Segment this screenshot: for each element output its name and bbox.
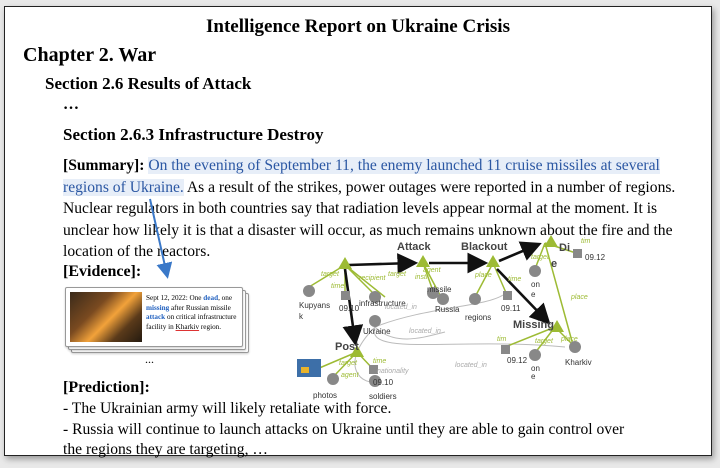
- svg-text:missile: missile: [427, 285, 452, 294]
- svg-text:tim: tim: [497, 336, 507, 343]
- relation-edge-located-in-2: [373, 326, 566, 348]
- evidence-card-text: Sept 12, 2022: One dead, one missing aft…: [146, 294, 237, 331]
- svg-text:target: target: [535, 338, 554, 345]
- prediction-line-2: - Russia will continue to launch attacks…: [63, 421, 625, 438]
- svg-text:09.10: 09.10: [373, 378, 394, 387]
- svg-text:09.12: 09.12: [585, 253, 606, 262]
- svg-text:e: e: [551, 258, 557, 270]
- event-nodes: [338, 235, 564, 357]
- report-page: Intelligence Report on Ukraine Crisis Ch…: [4, 6, 712, 458]
- argument-nodes: [303, 249, 582, 387]
- svg-text:located_in: located_in: [455, 362, 487, 369]
- die-event-node: [544, 235, 558, 247]
- summary-label: [Summary]:: [63, 157, 145, 174]
- fire-photo: [70, 292, 142, 342]
- evidence-label: [Evidence]:: [63, 263, 142, 280]
- svg-text:Missing: Missing: [513, 319, 554, 331]
- event-graph: Attack Blackout Di e Missing Post target…: [149, 198, 606, 401]
- role-labels: target time recipient target instr agent…: [321, 238, 591, 379]
- svg-text:09.12: 09.12: [507, 356, 528, 365]
- svg-text:time: time: [508, 276, 521, 283]
- blackout-event-node: [486, 255, 500, 267]
- svg-text:place: place: [474, 272, 492, 279]
- svg-text:09.10: 09.10: [339, 304, 360, 313]
- svg-text:Ukraine: Ukraine: [363, 327, 391, 336]
- svg-text:soldiers: soldiers: [369, 392, 397, 401]
- svg-text:infrastructure: infrastructure: [359, 299, 406, 308]
- svg-text:nationality: nationality: [377, 368, 409, 375]
- svg-text:target: target: [339, 360, 358, 367]
- svg-text:Kharkiv: Kharkiv: [565, 358, 592, 367]
- svg-text:on: on: [531, 364, 540, 373]
- section-heading: Section 2.6 Results of Attack: [45, 74, 252, 93]
- evidence-arrow: [149, 198, 173, 279]
- svg-text:Russia: Russia: [435, 305, 460, 314]
- post-event-node: [350, 345, 364, 357]
- chapter-heading: Chapter 2. War: [23, 44, 157, 66]
- prediction-label: [Prediction]:: [63, 379, 150, 396]
- svg-text:Blackout: Blackout: [461, 241, 508, 253]
- argument-labels: Kupyans k 09.10 infrastructure missile R…: [299, 253, 606, 401]
- svg-text:Attack: Attack: [397, 241, 432, 253]
- svg-text:target: target: [388, 271, 407, 278]
- summary-paragraph: [Summary]: On the evening of September 1…: [63, 155, 703, 263]
- ellipsis: …: [63, 96, 79, 113]
- evidence-card: Sept 12, 2022: One dead, one missing aft…: [65, 287, 243, 347]
- svg-text:time: time: [331, 283, 344, 290]
- more-evidence: ...: [145, 352, 154, 366]
- prediction-line-1: - The Ukrainian army will likely retalia…: [63, 400, 392, 417]
- svg-text:k: k: [299, 312, 304, 321]
- svg-text:located_in: located_in: [385, 304, 417, 311]
- svg-text:located_in: located_in: [409, 328, 441, 335]
- svg-text:agent: agent: [423, 267, 442, 274]
- svg-text:Post: Post: [335, 341, 359, 353]
- svg-text:09.11: 09.11: [501, 304, 521, 313]
- svg-text:recipient: recipient: [359, 275, 387, 282]
- relation-edge-located-in-1: [374, 294, 504, 328]
- svg-text:instr: instr: [415, 274, 429, 281]
- svg-text:time: time: [373, 358, 386, 365]
- report-title: Intelligence Report on Ukraine Crisis: [206, 16, 510, 37]
- missing-event-node: [550, 320, 564, 332]
- subsection-heading: Section 2.6.3 Infrastructure Destroy: [63, 125, 324, 144]
- svg-text:place: place: [570, 294, 588, 301]
- svg-text:place: place: [560, 336, 578, 343]
- svg-text:e: e: [531, 372, 536, 381]
- svg-text:target: target: [531, 254, 550, 261]
- attack-event-node: [338, 257, 352, 269]
- svg-text:Kupyans: Kupyans: [299, 301, 330, 310]
- temporal-arrows: [342, 241, 551, 347]
- svg-text:e: e: [531, 290, 536, 299]
- attack-event-node-2: [416, 255, 430, 267]
- svg-text:on: on: [531, 280, 540, 289]
- event-labels: Attack Blackout Di e Missing Post: [335, 241, 570, 353]
- svg-text:target: target: [321, 271, 340, 278]
- svg-text:regions: regions: [465, 313, 491, 322]
- svg-text:photos: photos: [313, 391, 337, 400]
- relation-labels: located_in located_in located_in nationa…: [377, 304, 487, 375]
- svg-text:tim: tim: [581, 238, 591, 245]
- svg-text:agent: agent: [341, 372, 360, 379]
- summary-rest: As a result of the strikes, power outage…: [63, 178, 676, 261]
- relation-edge-located-in-3: [374, 326, 446, 340]
- prediction-line-3: the regions they are targeting, …: [63, 441, 268, 458]
- svg-text:Di: Di: [559, 242, 570, 254]
